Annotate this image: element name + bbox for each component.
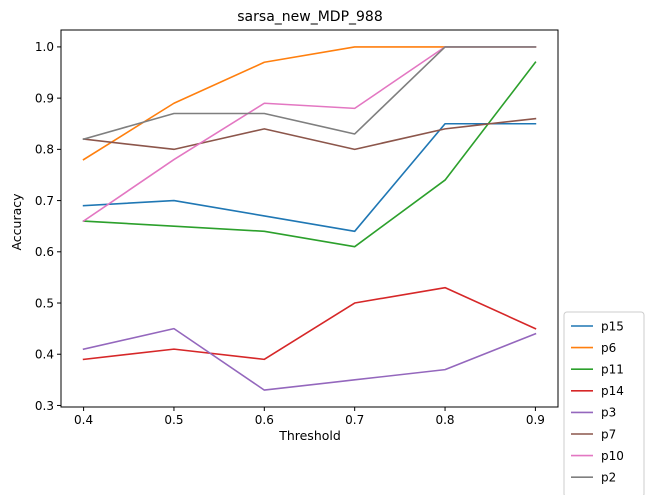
legend-label-p15: p15: [601, 319, 624, 333]
legend-frame: [563, 311, 645, 495]
y-tick-label: 0.5: [35, 296, 54, 310]
y-tick-label: 1.0: [35, 40, 54, 54]
series-line-p15: [82, 122, 537, 233]
series-line-p6: [82, 46, 537, 161]
y-tick-label: 0.9: [35, 91, 54, 105]
series-line-p7: [82, 117, 537, 151]
x-tick-label: 0.8: [435, 413, 454, 427]
y-tick-label: 0.4: [35, 348, 54, 362]
series-line-p3: [82, 327, 537, 391]
y-tick-label: 0.7: [35, 194, 54, 208]
series-line-p10: [82, 46, 537, 223]
x-tick-label: 0.4: [74, 413, 93, 427]
x-tick-label: 0.9: [526, 413, 545, 427]
plot-frame: [60, 29, 559, 408]
y-axis-label: Accuracy: [9, 193, 24, 251]
y-tick-label: 0.8: [35, 143, 54, 157]
x-axis: 0.4 0.5 0.6 0.7 0.8 0.9: [74, 407, 545, 427]
legend-label-p14: p14: [601, 384, 624, 398]
y-tick-label: 0.6: [35, 245, 54, 259]
legend-label-p10: p10: [601, 449, 624, 463]
chart-title: sarsa_new_MDP_988: [237, 9, 382, 25]
legend-label-p7: p7: [601, 427, 616, 441]
series-line-p11: [82, 61, 537, 248]
legend-label-p11: p11: [601, 363, 624, 377]
legend: p15 p6 p11 p14 p3 p7 p10 p2: [563, 311, 645, 495]
legend-label-p3: p3: [601, 406, 616, 420]
legend-label-p6: p6: [601, 341, 616, 355]
plot-lines: [82, 46, 537, 391]
x-axis-label: Threshold: [278, 428, 341, 443]
x-tick-label: 0.7: [345, 413, 364, 427]
legend-label-p2: p2: [601, 471, 616, 485]
series-line-p2: [82, 46, 537, 141]
y-axis: 0.3 0.4 0.5 0.6 0.7 0.8 0.9 1.0: [35, 40, 61, 413]
series-line-p14: [82, 286, 537, 361]
x-tick-label: 0.5: [164, 413, 183, 427]
y-tick-label: 0.3: [35, 399, 54, 413]
x-tick-label: 0.6: [255, 413, 274, 427]
